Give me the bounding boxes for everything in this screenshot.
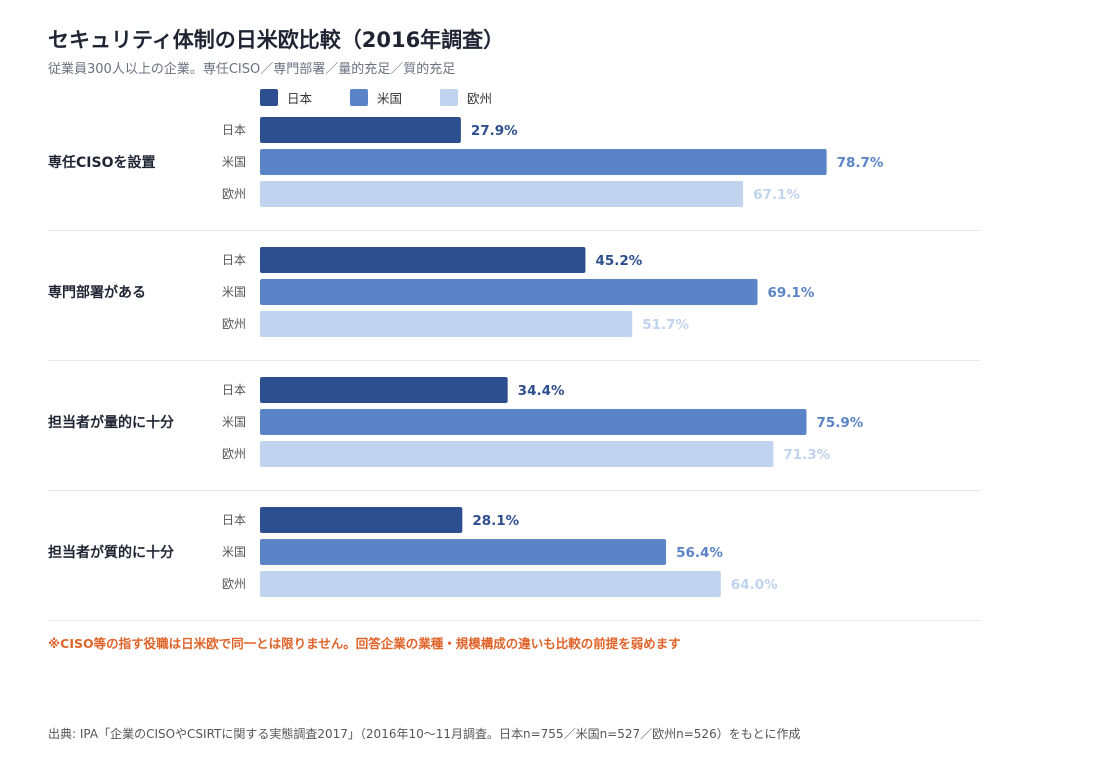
bar-japan bbox=[260, 247, 586, 273]
value-label-europe: 64.0% bbox=[731, 577, 778, 593]
series-label-us: 米国 bbox=[222, 285, 246, 299]
category-label: 専門部署がある bbox=[48, 284, 146, 301]
bar-us bbox=[260, 149, 827, 175]
series-label-europe: 欧州 bbox=[222, 447, 246, 461]
bar-us bbox=[260, 279, 758, 305]
source-citation: 出典: IPA「企業のCISOやCSIRTに関する実態調査2017」（2016年… bbox=[48, 727, 801, 741]
value-label-europe: 51.7% bbox=[642, 317, 689, 333]
series-label-us: 米国 bbox=[222, 155, 246, 169]
legend-item-europe: 欧州 bbox=[440, 88, 530, 107]
legend-swatch-europe bbox=[440, 89, 458, 106]
legend-item-us: 米国 bbox=[350, 88, 440, 107]
caveat-note: ※CISO等の指す役職は日米欧で同一とは限りません。回答企業の業種・規模構成の違… bbox=[48, 636, 681, 651]
bar-europe bbox=[260, 571, 721, 597]
value-label-us: 69.1% bbox=[768, 285, 815, 301]
legend-label-europe: 欧州 bbox=[467, 91, 493, 106]
series-label-europe: 欧州 bbox=[222, 317, 246, 331]
category-label: 担当者が質的に十分 bbox=[48, 544, 174, 561]
series-label-japan: 日本 bbox=[222, 513, 246, 527]
value-label-us: 78.7% bbox=[837, 155, 884, 171]
bar-europe bbox=[260, 181, 744, 207]
legend-swatch-japan bbox=[260, 89, 278, 106]
value-label-us: 56.4% bbox=[676, 545, 723, 561]
bar-japan bbox=[260, 117, 461, 143]
bar-europe bbox=[260, 441, 774, 467]
value-label-japan: 34.4% bbox=[518, 383, 565, 399]
legend: 日本 米国 欧州 bbox=[260, 88, 530, 107]
series-label-japan: 日本 bbox=[222, 123, 246, 137]
series-label-us: 米国 bbox=[222, 415, 246, 429]
chart-title: セキュリティ体制の日米欧比較（2016年調査） bbox=[48, 28, 505, 52]
series-label-europe: 欧州 bbox=[222, 577, 246, 591]
legend-item-japan: 日本 bbox=[260, 88, 350, 107]
value-label-japan: 27.9% bbox=[471, 123, 518, 139]
value-label-europe: 67.1% bbox=[753, 187, 800, 203]
bar-japan bbox=[260, 507, 463, 533]
series-label-japan: 日本 bbox=[222, 383, 246, 397]
series-label-us: 米国 bbox=[222, 545, 246, 559]
value-label-japan: 45.2% bbox=[595, 253, 642, 269]
bar-europe bbox=[260, 311, 633, 337]
chart-subtitle: 従業員300人以上の企業。専任CISO／専門部署／量的充足／質的充足 bbox=[48, 62, 456, 77]
series-label-europe: 欧州 bbox=[222, 187, 246, 201]
category-label: 専任CISOを設置 bbox=[48, 154, 155, 171]
bar-japan bbox=[260, 377, 508, 403]
legend-swatch-us bbox=[350, 89, 368, 106]
legend-label-japan: 日本 bbox=[287, 91, 313, 106]
legend-label-us: 米国 bbox=[377, 91, 403, 106]
value-label-europe: 71.3% bbox=[783, 447, 830, 463]
bar-us bbox=[260, 409, 807, 435]
value-label-japan: 28.1% bbox=[472, 513, 519, 529]
value-label-us: 75.9% bbox=[816, 415, 863, 431]
series-label-japan: 日本 bbox=[222, 253, 246, 267]
category-label: 担当者が量的に十分 bbox=[48, 414, 174, 431]
bar-us bbox=[260, 539, 667, 565]
